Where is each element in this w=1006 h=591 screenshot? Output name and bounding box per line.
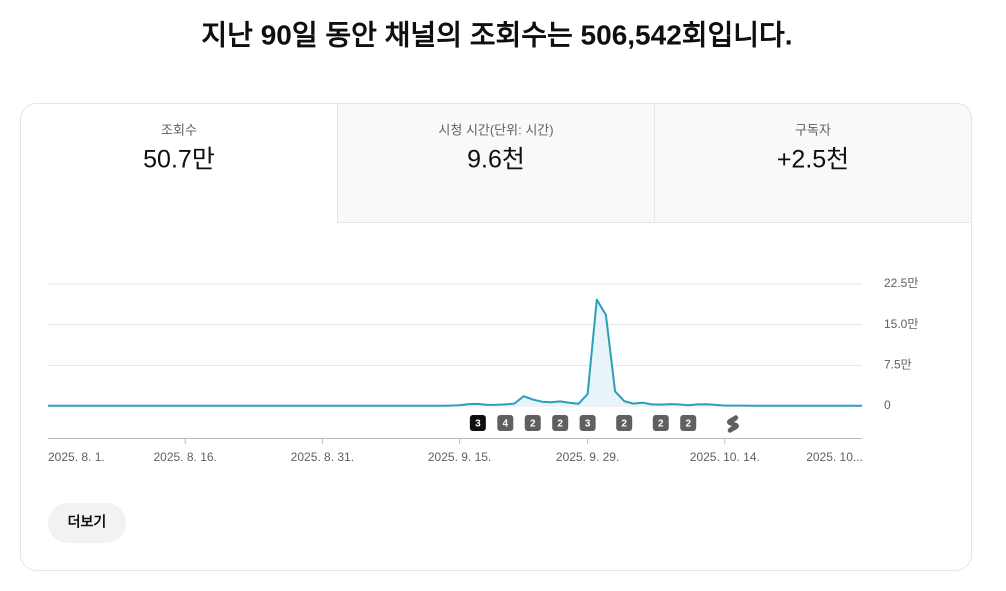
upload-marker [616,415,633,431]
upload-count: 2 [557,419,563,430]
upload-marker [552,415,569,431]
y-tick-label: 0 [884,398,891,412]
upload-marker [579,415,596,431]
x-tick-label: 2025. 8. 1. [48,450,105,464]
upload-count: 4 [503,419,509,430]
y-tick-label: 22.5만 [884,276,918,290]
x-tick-label: 2025. 10... [806,450,863,464]
upload-marker [469,415,486,431]
y-tick-label: 15.0만 [884,317,918,331]
x-tick-label: 2025. 9. 15. [428,450,491,464]
upload-count: 2 [685,419,691,430]
tab-value: +2.5천 [777,146,849,174]
upload-count: 2 [621,419,627,430]
upload-count: 3 [475,419,481,430]
upload-marker [497,415,514,431]
x-tick-label: 2025. 8. 16. [153,450,216,464]
y-tick-label: 7.5만 [884,358,912,372]
x-tick-label: 2025. 9. 29. [556,450,619,464]
page-title: 지난 90일 동안 채널의 조회수는 506,542회입니다. [201,19,792,50]
upload-count: 3 [585,419,591,430]
shorts-icon [726,415,739,433]
more-button[interactable] [48,503,126,543]
upload-marker [652,415,669,431]
tab-label: 시청 시간(단위: 시간) [438,122,553,137]
tab-label: 조회수 [161,122,197,137]
more-button-label[interactable]: 더보기 [68,514,107,530]
upload-marker [680,415,697,431]
x-tick-label: 2025. 10. 14. [690,450,760,464]
upload-count: 2 [658,419,664,430]
upload-marker [524,415,541,431]
x-tick-label: 2025. 8. 31. [291,450,354,464]
tab-value: 9.6천 [467,146,525,174]
upload-count: 2 [530,419,536,430]
line [48,298,862,407]
tab-value: 50.7만 [143,146,215,174]
tab-label: 구독자 [795,122,831,137]
